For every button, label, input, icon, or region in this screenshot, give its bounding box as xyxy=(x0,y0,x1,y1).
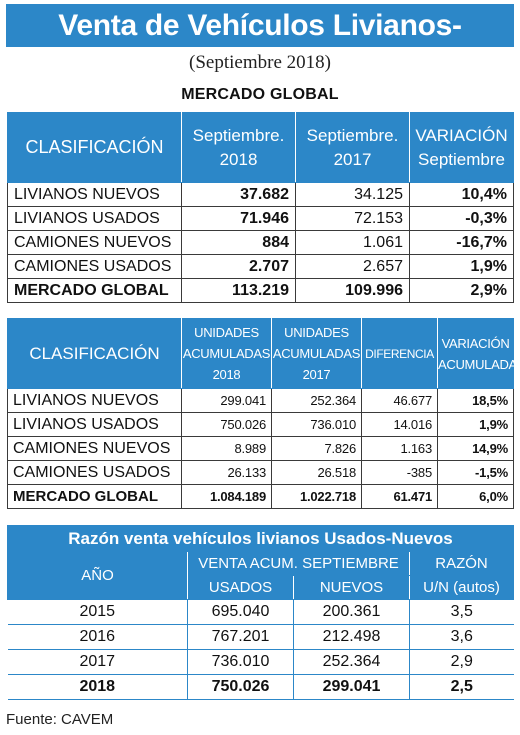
value-diferencia: 46.677 xyxy=(361,388,438,413)
value-nuevos: 252.364 xyxy=(293,649,410,675)
value-acum-2018: 299.041 xyxy=(181,388,272,413)
value-2018: 71.946 xyxy=(181,206,296,231)
value-razon: 2,5 xyxy=(409,674,514,700)
table-row: CAMIONES NUEVOS 884 1.061 -16,7% xyxy=(7,230,514,255)
header-acumuladas-2017: UNIDADES ACUMULADAS 2017 xyxy=(271,318,362,389)
accumulated-sales-table: CLASIFICACIÓN UNIDADES ACUMULADAS 2018 UNI… xyxy=(7,318,517,509)
value-2018: 37.682 xyxy=(181,182,296,207)
value-acum-2017: 26.518 xyxy=(271,460,362,485)
row-label: CAMIONES NUEVOS xyxy=(7,230,182,255)
table-row: LIVIANOS USADOS 750.026 736.010 14.016 1… xyxy=(7,412,514,437)
value-variacion: -1,5% xyxy=(437,460,514,485)
row-label: LIVIANOS USADOS xyxy=(7,206,182,231)
value-2018: 2.707 xyxy=(181,254,296,279)
header-clasificacion: CLASIFICACIÓN xyxy=(7,318,182,389)
value-acum-2017: 736.010 xyxy=(271,412,362,437)
ratio-table: Razón venta vehículos livianos Usados-Nu… xyxy=(6,525,515,700)
value-diferencia: 1.163 xyxy=(361,436,438,461)
value-anio: 2015 xyxy=(7,599,188,625)
value-acum-2018: 26.133 xyxy=(181,460,272,485)
table-row-total: MERCADO GLOBAL 1.084.189 1.022.718 61.47… xyxy=(7,484,514,509)
value-variacion: 6,0% xyxy=(437,484,514,509)
value-acum-2017: 252.364 xyxy=(271,388,362,413)
value-razon: 3,6 xyxy=(409,624,514,650)
value-usados: 695.040 xyxy=(187,599,294,625)
row-label: MERCADO GLOBAL xyxy=(7,278,182,303)
value-anio: 2016 xyxy=(7,624,188,650)
value-acum-2018: 750.026 xyxy=(181,412,272,437)
table-row: LIVIANOS NUEVOS 37.682 34.125 10,4% xyxy=(7,182,514,207)
table-row: 2016 767.201 212.498 3,6 xyxy=(7,624,514,650)
header-variacion: VARIACIÓN Septiembre xyxy=(409,112,514,183)
source-note: Fuente: CAVEM xyxy=(6,711,114,728)
section-title: MERCADO GLOBAL xyxy=(181,86,339,103)
row-label: MERCADO GLOBAL xyxy=(7,484,182,509)
value-variacion: 2,9% xyxy=(409,278,514,303)
value-usados: 767.201 xyxy=(187,624,294,650)
value-2017: 1.061 xyxy=(295,230,410,255)
row-label: LIVIANOS USADOS xyxy=(7,412,182,437)
table-row-total: 2018 750.026 299.041 2,5 xyxy=(7,674,514,700)
table-row: CAMIONES USADOS 26.133 26.518 -385 -1,5% xyxy=(7,460,514,485)
row-label: CAMIONES NUEVOS xyxy=(7,436,182,461)
row-label: CAMIONES USADOS xyxy=(7,460,182,485)
value-anio: 2018 xyxy=(7,674,188,700)
table-row: CAMIONES USADOS 2.707 2.657 1,9% xyxy=(7,254,514,279)
value-variacion: 10,4% xyxy=(409,182,514,207)
value-variacion: -0,3% xyxy=(409,206,514,231)
value-diferencia: 61.471 xyxy=(361,484,438,509)
monthly-sales-table: CLASIFICACIÓN Septiembre. 2018 Septiembre… xyxy=(7,112,514,303)
value-acum-2017: 7.826 xyxy=(271,436,362,461)
header-diferencia: DIFERENCIA xyxy=(361,318,438,389)
value-diferencia: -385 xyxy=(361,460,438,485)
header-un-autos: U/N (autos) xyxy=(408,575,515,600)
header-razon: RAZÓN xyxy=(408,551,515,576)
table-row-total: MERCADO GLOBAL 113.219 109.996 2,9% xyxy=(7,278,514,303)
value-2018: 113.219 xyxy=(181,278,296,303)
table-row: 2017 736.010 252.364 2,9 xyxy=(7,649,514,675)
value-nuevos: 299.041 xyxy=(293,674,410,700)
table-row: LIVIANOS NUEVOS 299.041 252.364 46.677 1… xyxy=(7,388,514,413)
page-title: Venta de Vehículos Livianos-Usados xyxy=(6,4,514,85)
value-2017: 72.153 xyxy=(295,206,410,231)
header-variacion-acumulada: VARIACIÓN ACUMULADA xyxy=(437,318,517,389)
header-clasificacion: CLASIFICACIÓN xyxy=(7,112,182,183)
header-sept-2017: Septiembre. 2017 xyxy=(295,112,410,183)
value-acum-2018: 8.989 xyxy=(181,436,272,461)
header-anio: AÑO xyxy=(7,551,188,600)
value-variacion: 14,9% xyxy=(437,436,514,461)
value-nuevos: 200.361 xyxy=(293,599,410,625)
row-label: CAMIONES USADOS xyxy=(7,254,182,279)
value-razon: 2,9 xyxy=(409,649,514,675)
value-anio: 2017 xyxy=(7,649,188,675)
value-variacion: -16,7% xyxy=(409,230,514,255)
value-variacion: 18,5% xyxy=(437,388,514,413)
ratio-table-title: Razón venta vehículos livianos Usados-Nu… xyxy=(6,525,515,552)
value-razon: 3,5 xyxy=(409,599,514,625)
value-acum-2018: 1.084.189 xyxy=(181,484,272,509)
row-label: LIVIANOS NUEVOS xyxy=(7,182,182,207)
table-row: CAMIONES NUEVOS 8.989 7.826 1.163 14,9% xyxy=(7,436,514,461)
header-acumuladas-2018: UNIDADES ACUMULADAS 2018 xyxy=(181,318,272,389)
page-subtitle: (Septiembre 2018) xyxy=(189,52,331,73)
value-2018: 884 xyxy=(181,230,296,255)
table-row: LIVIANOS USADOS 71.946 72.153 -0,3% xyxy=(7,206,514,231)
header-sept-2018: Septiembre. 2018 xyxy=(181,112,296,183)
value-diferencia: 14.016 xyxy=(361,412,438,437)
table-row: 2015 695.040 200.361 3,5 xyxy=(7,599,514,625)
value-2017: 34.125 xyxy=(295,182,410,207)
header-venta-acum: VENTA ACUM. SEPTIEMBRE xyxy=(187,551,410,576)
value-usados: 736.010 xyxy=(187,649,294,675)
value-2017: 2.657 xyxy=(295,254,410,279)
value-nuevos: 212.498 xyxy=(293,624,410,650)
value-acum-2017: 1.022.718 xyxy=(271,484,362,509)
header-usados: USADOS xyxy=(187,575,294,600)
header-nuevos: NUEVOS xyxy=(293,575,410,600)
value-variacion: 1,9% xyxy=(409,254,514,279)
value-usados: 750.026 xyxy=(187,674,294,700)
value-variacion: 1,9% xyxy=(437,412,514,437)
row-label: LIVIANOS NUEVOS xyxy=(7,388,182,413)
value-2017: 109.996 xyxy=(295,278,410,303)
